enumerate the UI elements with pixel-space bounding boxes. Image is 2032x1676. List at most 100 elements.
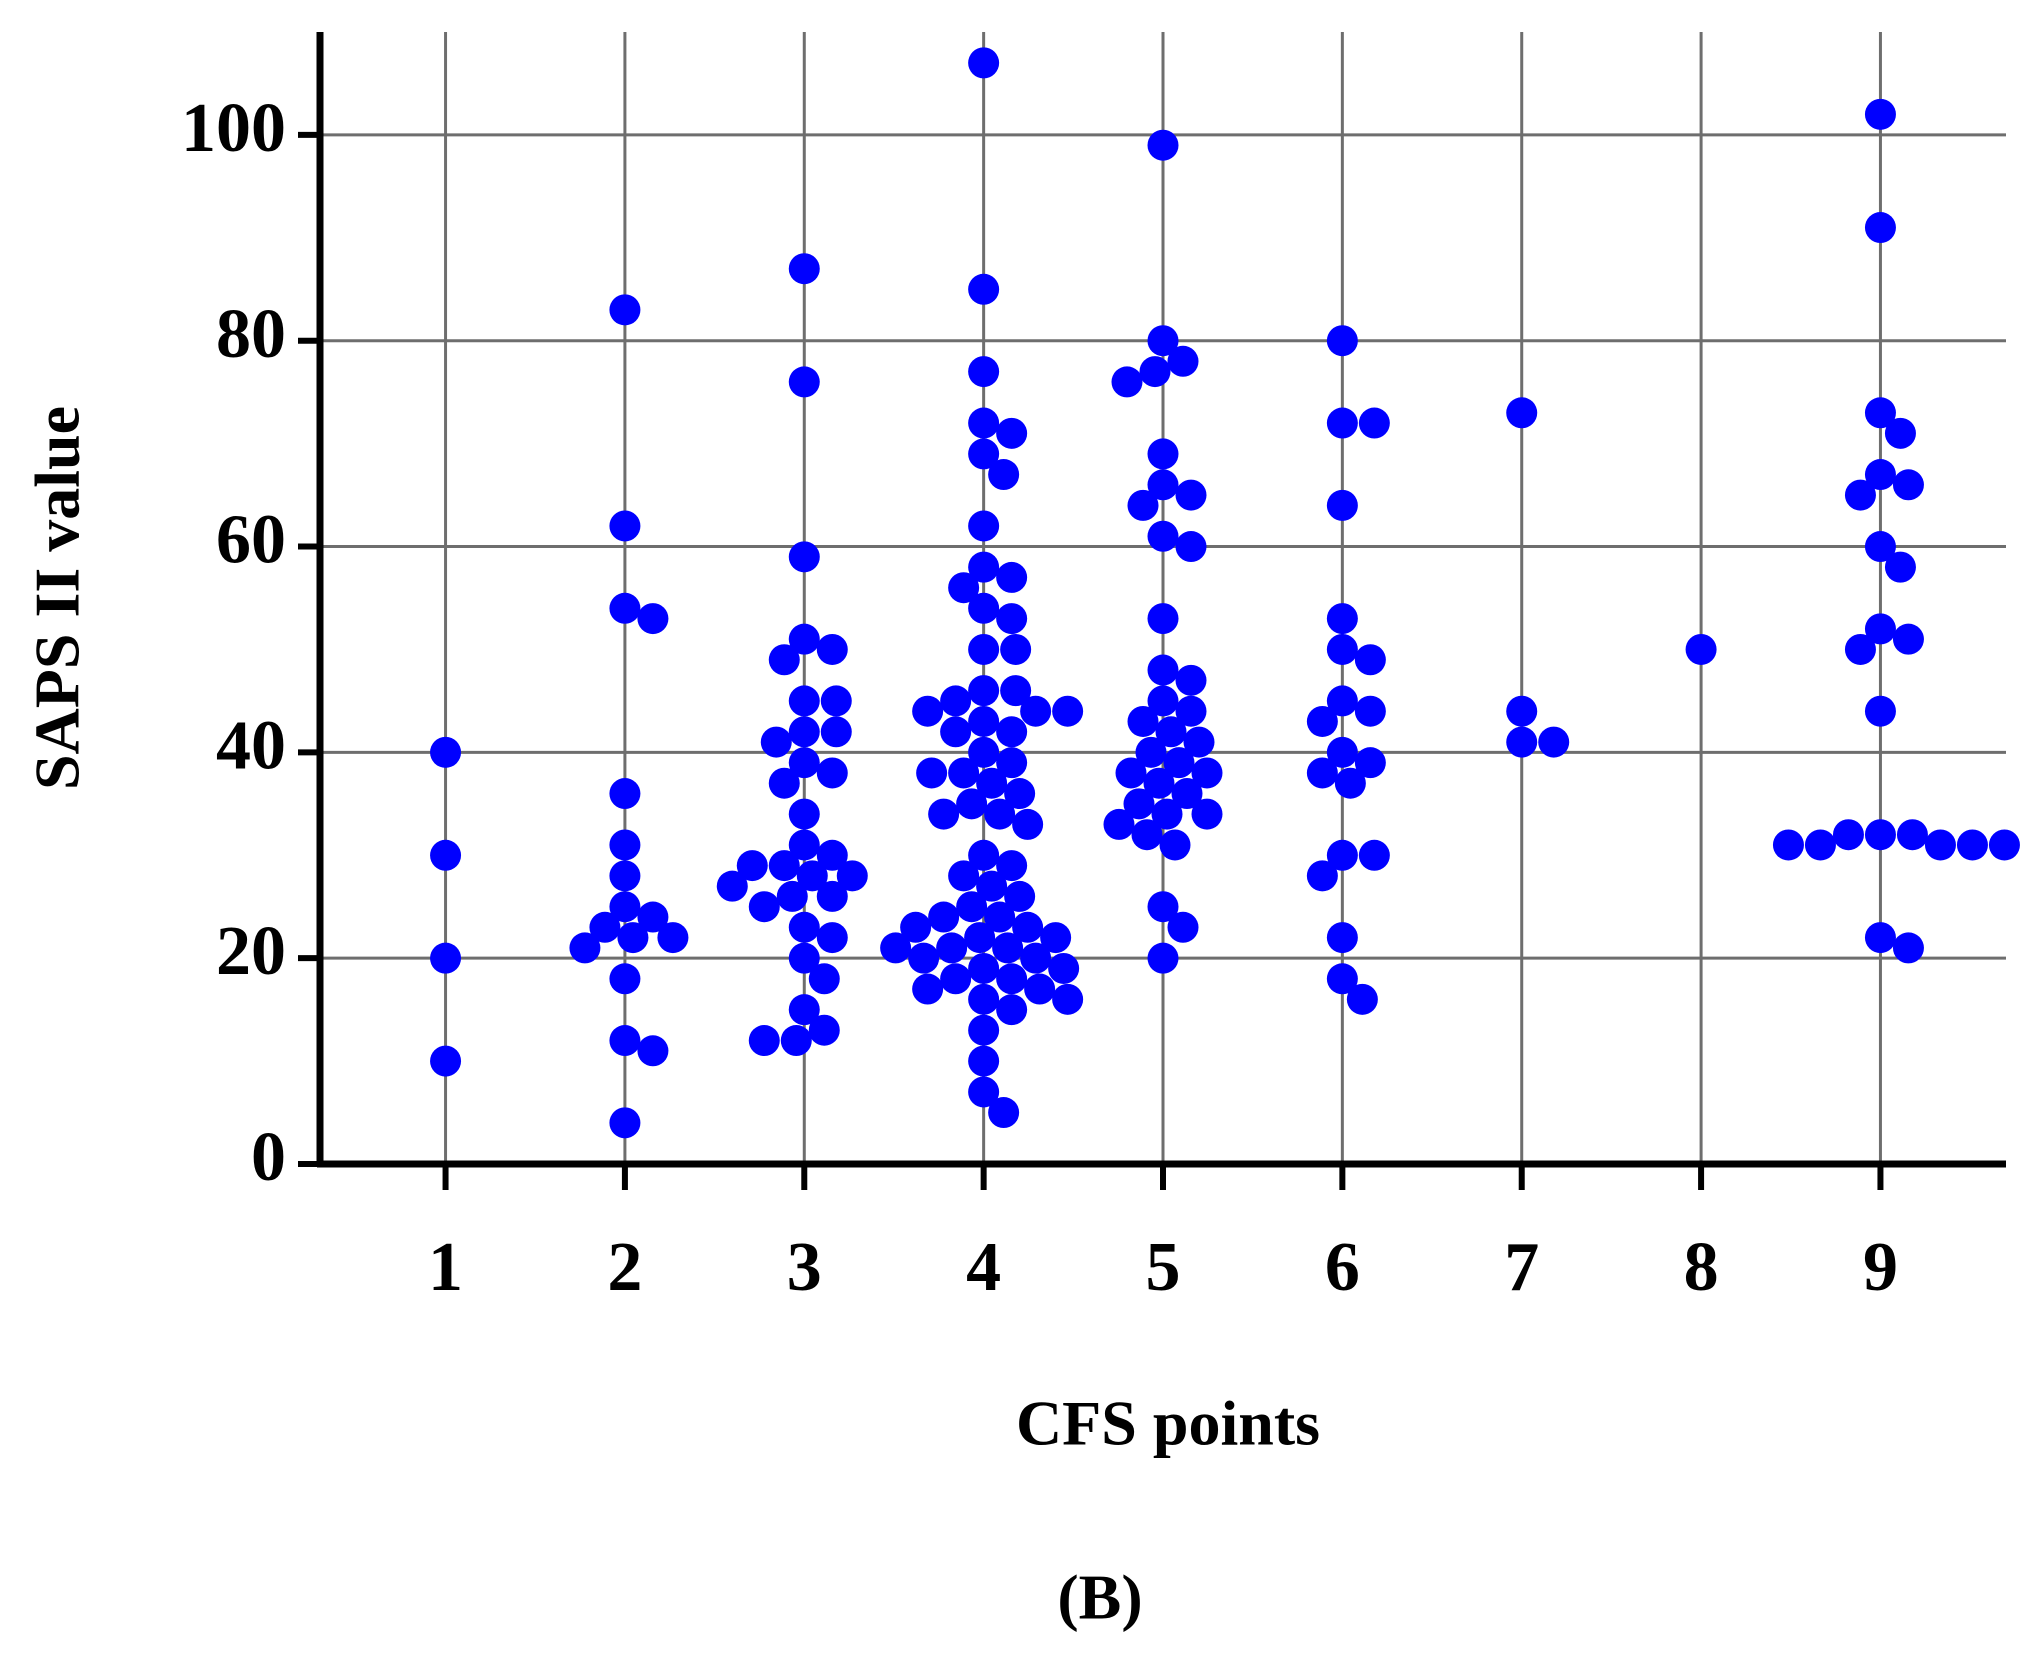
data-point: [968, 736, 1000, 768]
data-point: [1506, 695, 1538, 727]
data-point: [1864, 695, 1896, 727]
data-point: [1175, 531, 1207, 563]
data-point: [1147, 891, 1179, 923]
data-point: [1191, 757, 1223, 789]
data-point: [816, 839, 848, 871]
data-point: [1143, 767, 1175, 799]
data-point: [940, 685, 972, 717]
data-point: [1191, 798, 1223, 830]
data-point: [1155, 716, 1187, 748]
data-point: [968, 633, 1000, 665]
data-point: [1864, 613, 1896, 645]
data-point: [637, 603, 669, 635]
data-point: [1884, 551, 1916, 583]
data-point: [1127, 489, 1159, 521]
data-point: [968, 1014, 1000, 1046]
data-point: [1326, 685, 1358, 717]
data-point: [1167, 345, 1199, 377]
data-point: [968, 510, 1000, 542]
data-point: [776, 880, 808, 912]
data-point: [1354, 747, 1386, 779]
data-point: [788, 994, 820, 1026]
data-point: [1506, 397, 1538, 429]
x-tick-label: 7: [1504, 1229, 1539, 1306]
data-point: [900, 911, 932, 943]
y-axis-label: SAPS II value: [22, 406, 93, 790]
data-point: [609, 829, 641, 861]
data-point: [988, 1097, 1020, 1129]
data-point: [1832, 819, 1864, 851]
data-point: [816, 880, 848, 912]
data-point: [609, 891, 641, 923]
data-point: [1147, 942, 1179, 974]
data-point: [780, 1025, 812, 1057]
data-point: [996, 603, 1028, 635]
data-point: [1892, 469, 1924, 501]
data-point: [1864, 98, 1896, 130]
data-point: [1163, 747, 1195, 779]
data-point: [1326, 489, 1358, 521]
points: [430, 47, 2020, 1139]
data-point: [1306, 860, 1338, 892]
data-point: [1896, 819, 1928, 851]
data-point: [609, 1025, 641, 1057]
data-point: [1506, 726, 1538, 758]
data-point: [1171, 778, 1203, 810]
data-point: [637, 1035, 669, 1067]
data-point: [996, 747, 1028, 779]
data-point: [748, 1025, 780, 1057]
x-tick-label: 5: [1146, 1229, 1181, 1306]
data-point: [1772, 829, 1804, 861]
data-point: [1020, 695, 1052, 727]
data-point: [1151, 798, 1183, 830]
data-point: [968, 983, 1000, 1015]
data-point: [996, 963, 1028, 995]
axes: 0 20 40 60 80 100 1 2 3 4 5 6 7 8 9: [181, 32, 2006, 1306]
data-point: [880, 932, 912, 964]
grid: [320, 32, 2006, 1166]
data-point: [968, 273, 1000, 305]
data-point: [1892, 623, 1924, 655]
data-point: [968, 551, 1000, 583]
data-point: [1884, 417, 1916, 449]
data-point: [1135, 736, 1167, 768]
x-tick-label: 6: [1325, 1229, 1360, 1306]
data-point: [589, 911, 621, 943]
data-point: [984, 901, 1016, 933]
data-point: [968, 1045, 1000, 1077]
data-point: [816, 757, 848, 789]
data-point: [1988, 829, 2020, 861]
x-tick-label: 1: [428, 1229, 463, 1306]
data-point: [1354, 644, 1386, 676]
data-point: [1147, 469, 1179, 501]
data-point: [1103, 808, 1135, 840]
data-point: [1306, 757, 1338, 789]
data-point: [1052, 983, 1084, 1015]
data-point: [1326, 839, 1358, 871]
data-point: [768, 644, 800, 676]
y-tick-label: 20: [216, 913, 286, 990]
data-point: [788, 829, 820, 861]
data-point: [1844, 479, 1876, 511]
data-point: [788, 685, 820, 717]
data-point: [430, 942, 462, 974]
data-point: [1175, 479, 1207, 511]
data-point: [1804, 829, 1836, 861]
data-point: [912, 973, 944, 1005]
data-point: [820, 716, 852, 748]
data-point: [788, 366, 820, 398]
data-point: [996, 561, 1028, 593]
data-point: [430, 839, 462, 871]
data-point: [948, 860, 980, 892]
data-point: [940, 963, 972, 995]
data-point: [1048, 952, 1080, 984]
data-point: [609, 1107, 641, 1139]
data-point: [609, 778, 641, 810]
data-point: [808, 1014, 840, 1046]
data-point: [1334, 767, 1366, 799]
data-point: [968, 952, 1000, 984]
data-point: [430, 1045, 462, 1077]
data-point: [768, 767, 800, 799]
data-point: [996, 850, 1028, 882]
data-point: [637, 901, 669, 933]
